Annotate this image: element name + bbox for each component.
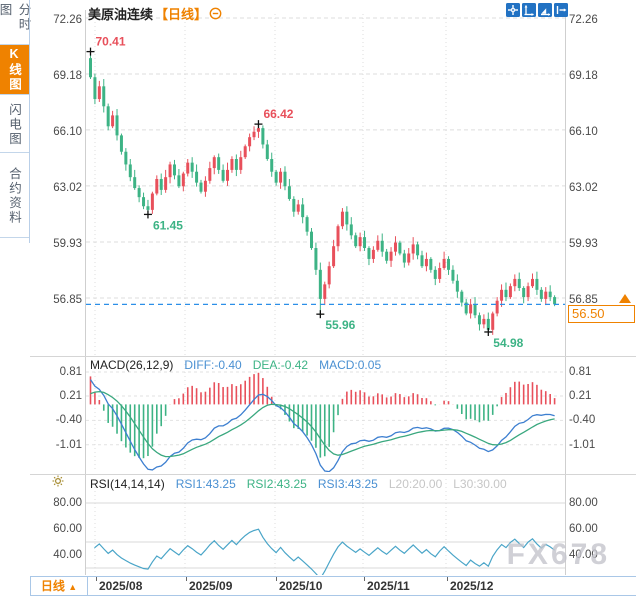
macd-axis-label-left: -0.40	[55, 414, 82, 427]
x-axis-tick	[447, 577, 448, 581]
macd-axis-label-right: 0.81	[569, 366, 592, 378]
chart-title-bar: 美原油连续 【日线】	[88, 4, 222, 23]
price-up-arrow-icon	[619, 294, 631, 304]
price-axis-label-right: 69.18	[569, 69, 598, 82]
price-axis-label-right: 63.02	[569, 181, 598, 194]
price-axis-label-left: 59.93	[53, 238, 82, 251]
jump-to-latest-icon[interactable]	[554, 3, 568, 17]
rsi-axis-label-left: 60.00	[53, 523, 82, 535]
period-tag: 【日线】	[155, 7, 208, 22]
x-axis-tick	[96, 577, 97, 581]
sidebar-separator	[0, 237, 29, 238]
sidebar-border	[29, 0, 30, 243]
rsi-header: RSI(14,14,14) RSI1:43.25 RSI2:43.25 RSI3:43…	[90, 477, 518, 491]
macd-dea-value: DEA:-0.42	[252, 358, 309, 372]
sidebar-tab-label: 闪电图	[7, 102, 21, 147]
x-axis-tick	[186, 577, 187, 581]
instrument-title: 美原油连续	[88, 7, 154, 22]
period-up-arrow-icon: ▲	[68, 582, 78, 592]
x-axis-date-label: 2025/08	[99, 579, 143, 593]
sidebar-tab-contract-info[interactable]: 合约资料	[0, 155, 29, 237]
sidebar-separator	[0, 152, 29, 153]
price-axis-label-right: 56.85	[569, 294, 598, 306]
rsi-axis-label-right: 80.00	[569, 497, 598, 509]
extreme-price-annotation: 61.45	[153, 218, 183, 232]
price-axis-label-left: 69.18	[53, 69, 82, 82]
rsi-axis-label-left: 40.00	[53, 549, 82, 561]
macd-axis-label-left: -1.01	[55, 438, 82, 451]
period-selector-label: 日线	[40, 579, 65, 593]
chart-toolbar	[506, 3, 568, 17]
sidebar-tab-label: 分时图	[0, 3, 31, 32]
sidebar-separator	[0, 44, 29, 45]
x-axis-tick	[364, 577, 365, 581]
scale-y-axis-icon[interactable]	[522, 3, 536, 17]
extreme-price-annotation: 55.96	[325, 318, 355, 332]
sidebar-tab-timeshare[interactable]: 分时图	[0, 3, 31, 44]
macd-axis-label-right: 0.21	[569, 390, 592, 402]
rsi3-value: RSI3:43.25	[317, 477, 378, 491]
rsi-l20-value: L20:20.00	[388, 477, 443, 491]
macd-header: MACD(26,12,9) DIFF:-0.40 DEA:-0.42 MACD:0.0…	[90, 358, 392, 372]
crosshair-move-icon[interactable]	[506, 3, 520, 17]
rsi1-value: RSI1:43.25	[175, 477, 236, 491]
price-axis-label-right: 72.26	[569, 14, 598, 26]
x-axis-date-label: 2025/11	[367, 579, 410, 593]
macd-axis-label-right: -1.01	[569, 438, 596, 451]
price-axis-label-left: 63.02	[53, 181, 82, 194]
sidebar-tab-kline[interactable]: K线图	[0, 44, 29, 94]
sidebar-tab-lightning[interactable]: 闪电图	[0, 97, 29, 152]
sidebar-tab-label: K线图	[7, 46, 21, 92]
price-axis-label-left: 56.85	[53, 294, 82, 306]
x-axis-date-label: 2025/09	[189, 579, 233, 593]
x-axis-date-label: 2025/10	[279, 579, 323, 593]
macd-diff-value: DIFF:-0.40	[184, 358, 242, 372]
current-price-tag: 56.50	[568, 305, 635, 324]
watermark: FX678	[506, 538, 610, 571]
rsi-l30-value: L30:30.00	[453, 477, 507, 491]
rsi-axis-label-right: 40.00	[569, 549, 598, 561]
extreme-price-annotation: 70.41	[96, 35, 126, 49]
x-axis-date-label: 2025/12	[450, 579, 494, 593]
extreme-price-annotation: 66.42	[263, 107, 293, 121]
price-axis-label-right: 66.10	[569, 125, 598, 138]
zoom-out-icon[interactable]	[209, 7, 222, 20]
macd-axis-label-left: 0.21	[59, 390, 82, 402]
macd-axis-label-left: 0.81	[59, 366, 82, 378]
x-axis-date-bar: 2025/08 2025/09 2025/10 2025/11 2025/12	[87, 576, 636, 596]
indicator-settings-icon[interactable]	[52, 475, 64, 487]
macd-params: MACD(26,12,9)	[90, 358, 174, 372]
rsi-params: RSI(14,14,14)	[90, 477, 165, 491]
period-selector[interactable]: 日线 ▲	[30, 576, 88, 596]
extreme-price-annotation: 54.98	[493, 336, 523, 350]
sidebar-separator	[0, 94, 29, 95]
price-axis-label-left: 72.26	[53, 14, 82, 26]
sidebar-tab-label: 合约资料	[7, 167, 21, 225]
rsi2-value: RSI2:43.25	[246, 477, 307, 491]
price-axis-label-left: 66.10	[53, 125, 82, 138]
rsi-axis-label-right: 60.00	[569, 523, 598, 535]
macd-axis-label-right: -0.40	[569, 414, 596, 427]
x-axis-tick	[276, 577, 277, 581]
scale-x-axis-icon[interactable]	[538, 3, 552, 17]
rsi-axis-label-left: 80.00	[53, 497, 82, 509]
macd-macd-value: MACD:0.05	[319, 358, 382, 372]
price-axis-label-right: 59.93	[569, 238, 598, 251]
